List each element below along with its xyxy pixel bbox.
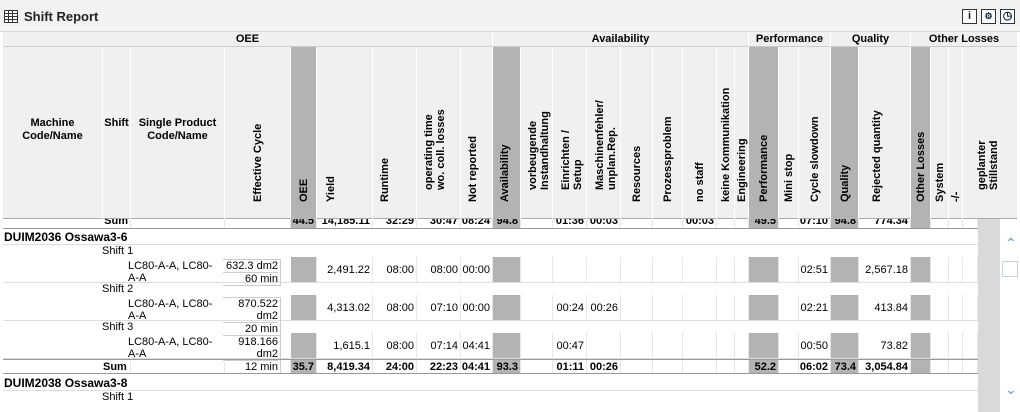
- scroll-track[interactable]: [978, 219, 1000, 412]
- col-performance[interactable]: Performance: [749, 47, 779, 219]
- col-resources[interactable]: Resources: [621, 47, 653, 219]
- col-oee[interactable]: OEE: [291, 47, 317, 219]
- scroll-down-icon[interactable]: ⌄: [1005, 381, 1017, 397]
- title-bar: Shift Report i ⚙ ◷: [0, 0, 1020, 32]
- col-other-losses[interactable]: Other Losses: [911, 47, 931, 219]
- shift-label-row: Shift 1: [3, 391, 978, 403]
- machine-row[interactable]: DUIM2036 Ossawa3-6: [3, 229, 978, 245]
- col-not-reported[interactable]: Not reported: [461, 47, 493, 219]
- shift-label: Shift 1: [102, 391, 134, 403]
- table-body: Sum 44.5 14,185.11 32:29 30:47 08:24 94.…: [3, 219, 978, 412]
- col-shift[interactable]: Shift: [103, 47, 131, 219]
- col-engineering[interactable]: Engineering: [735, 47, 749, 219]
- col-vorbeugende[interactable]: vorbeugende Instandhaltung: [521, 47, 553, 219]
- group-performance: Performance: [749, 32, 831, 47]
- scroll-thumb[interactable]: [1002, 261, 1018, 277]
- shift-label: Shift 2: [102, 283, 134, 295]
- col-no-staff[interactable]: no staff: [683, 47, 717, 219]
- group-availability: Availability: [493, 32, 749, 47]
- table-icon: [4, 10, 18, 23]
- col-geplanter-stillstand[interactable]: geplanter Stillstand: [963, 47, 1018, 219]
- shift-report-table: OEE Availability Performance Quality Oth…: [3, 32, 1018, 412]
- col-machine[interactable]: Machine Code/Name: [3, 47, 103, 219]
- col-availability[interactable]: Availability: [493, 47, 521, 219]
- group-header-row: OEE Availability Performance Quality Oth…: [3, 32, 1018, 47]
- page-title: Shift Report: [24, 9, 99, 24]
- group-other-losses: Other Losses: [911, 32, 1018, 47]
- col-mini-stop[interactable]: Mini stop: [779, 47, 799, 219]
- shift-label-row: Shift 3: [3, 321, 978, 333]
- machine-name: DUIM2038 Ossawa3-8: [4, 376, 128, 390]
- col-dash[interactable]: -/-: [949, 47, 963, 219]
- col-einrichten[interactable]: Einrichten / Setup: [553, 47, 587, 219]
- col-operating-time[interactable]: operating time wo. coll. losses: [417, 47, 461, 219]
- shift-label-row: Shift 1: [3, 245, 978, 257]
- col-runtime[interactable]: Runtime: [373, 47, 417, 219]
- effective-cycle: 632.3 dm2 60 min: [223, 259, 281, 286]
- col-rejected-quantity[interactable]: Rejected quantity: [859, 47, 911, 219]
- product-name: LC80-A-A, LC80-A-A: [128, 298, 213, 322]
- col-effective-cycle[interactable]: Effective Cycle: [225, 47, 291, 219]
- shift-label-row: Shift 2: [3, 283, 978, 295]
- table-row[interactable]: LC80-A-A, LC80-A-A 870.522 dm2 20 min 4,3…: [3, 295, 978, 336]
- col-quality[interactable]: Quality: [831, 47, 859, 219]
- table-row[interactable]: LC80-A-A, LC80-A-A 632.3 dm2 60 min 2,491…: [3, 257, 978, 286]
- group-oee: OEE: [3, 32, 493, 47]
- table-row-top-sum: Sum 44.5 14,185.11 32:29 30:47 08:24 94.…: [3, 219, 978, 229]
- info-button[interactable]: i: [962, 9, 977, 24]
- col-maschinenfehler[interactable]: Maschinenfehler/unplan.Rep.: [587, 47, 621, 219]
- col-cycle-slowdown[interactable]: Cycle slowdown: [799, 47, 831, 219]
- table-row-sum: Sum 35.7 8,419.34 24:00 22:23 04:41 93.3…: [3, 359, 978, 374]
- col-product[interactable]: Single Product Code/Name: [131, 47, 225, 219]
- col-yield[interactable]: Yield: [317, 47, 373, 219]
- shift-label: Shift 1: [102, 245, 134, 257]
- vertical-scrollbar[interactable]: ⌃ ⌄: [978, 219, 1018, 412]
- machine-row[interactable]: DUIM2038 Ossawa3-8: [3, 375, 978, 391]
- person-icon[interactable]: ⚙: [981, 9, 996, 24]
- shift-label: Shift 3: [102, 321, 134, 333]
- machine-name: DUIM2036 Ossawa3-6: [4, 230, 128, 244]
- effective-cycle: 918.166 dm2 12 min: [223, 335, 281, 374]
- table-row[interactable]: LC80-A-A, LC80-A-A 918.166 dm2 12 min 1,6…: [3, 333, 978, 374]
- product-name: LC80-A-A, LC80-A-A: [128, 260, 213, 284]
- group-quality: Quality: [831, 32, 911, 47]
- clock-icon[interactable]: ◷: [1000, 9, 1015, 24]
- effective-cycle: 870.522 dm2 20 min: [223, 297, 281, 336]
- product-name: LC80-A-A, LC80-A-A: [128, 336, 213, 360]
- scroll-up-icon[interactable]: ⌃: [1005, 235, 1017, 251]
- col-prozessproblem[interactable]: Prozessproblem: [653, 47, 683, 219]
- col-keine-kommunikation[interactable]: keine Kommunikation: [717, 47, 735, 219]
- column-header-row: Machine Code/Name Shift Single Product C…: [3, 47, 1018, 219]
- col-system[interactable]: System: [931, 47, 949, 219]
